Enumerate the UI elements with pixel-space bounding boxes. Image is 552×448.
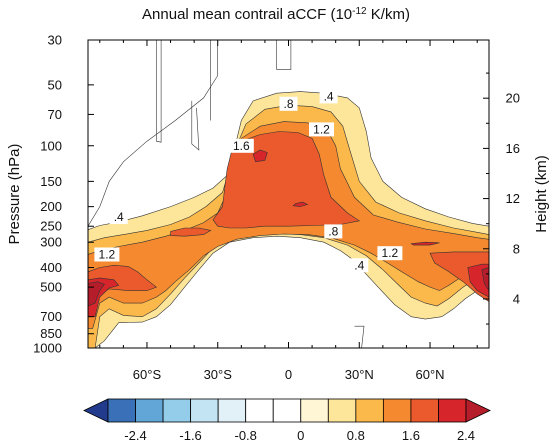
zero-contour-lines (88, 40, 365, 348)
pressure-tick-label: 50 (48, 77, 62, 92)
x-tick-label: 60°S (133, 367, 162, 382)
colorbar-swatch-11 (382, 398, 412, 423)
colorbar-swatch-1 (107, 398, 136, 423)
contour-label-2: 1.6 (233, 139, 250, 153)
contour-region-12 (88, 281, 105, 307)
x-tick-label: 60°N (416, 367, 445, 382)
pressure-tick-label: 400 (40, 260, 62, 275)
pressure-tick-label: 1000 (33, 341, 62, 356)
contour-label-1: 1.2 (99, 248, 116, 262)
colorbar-label: -0.8 (234, 428, 256, 443)
colorbar-swatch-10 (355, 398, 384, 423)
zero-contour-line-2 (276, 40, 292, 70)
x-axis: 60°S 30°S 0 30°N 60°N (99, 40, 478, 382)
pressure-tick-label: 500 (40, 280, 62, 295)
zero-contour-line-5 (354, 325, 365, 348)
zero-contour-line-1 (156, 40, 162, 143)
pressure-tick-label: 850 (40, 326, 62, 341)
contour-region-6 (429, 251, 489, 303)
pressure-tick-label: 30 (48, 33, 62, 48)
colorbar: -2.4 -1.6 -0.8 0 0.8 1.6 2.4 (83, 398, 491, 443)
colorbar-swatch-7 (272, 398, 302, 423)
pressure-tick-label: 300 (40, 235, 62, 250)
height-tick-label: 20 (506, 91, 520, 106)
x-tick-label: 30°N (345, 367, 374, 382)
colorbar-label: -1.6 (179, 428, 201, 443)
colorbar-label: -2.4 (124, 428, 146, 443)
zero-contour-line-4 (191, 100, 200, 151)
colorbar-label: 0.8 (347, 428, 365, 443)
colorbar-swatch-4 (190, 398, 219, 423)
x-tick-label: 30°S (204, 367, 233, 382)
height-tick-label: 16 (506, 141, 520, 156)
colorbar-label: 0 (297, 428, 304, 443)
y-axis-right-title: Height (km) (533, 155, 550, 233)
colorbar-arrow-low (83, 398, 109, 423)
pressure-tick-label: 200 (40, 199, 62, 214)
contour-label-7: 1.2 (382, 246, 399, 260)
colorbar-swatch-3 (162, 398, 192, 423)
contour-region-3 (212, 131, 361, 229)
height-tick-label: 8 (513, 241, 520, 256)
contour-region-13 (481, 267, 489, 292)
colorbar-swatch-8 (300, 398, 329, 423)
y-axis-title: Pressure (hPa) (6, 144, 23, 245)
pressure-tick-label: 100 (40, 138, 62, 153)
contour-label-6: .8 (328, 224, 338, 238)
height-axis: 4 8 12 16 20 (483, 72, 520, 325)
chart-title: Annual mean contrail aCCF (10-12 K/km) (142, 6, 410, 24)
contour-label-box-2 (228, 138, 254, 153)
colorbar-swatch-13 (438, 398, 467, 423)
pressure-tick-label: 150 (40, 174, 62, 189)
contour-label-box-3 (279, 96, 298, 111)
contour-label-box-6 (324, 224, 343, 239)
contour-line-labels: .4 1.2 1.6 .8 .4 1.2 .8 1.2 .4 (94, 89, 403, 273)
colorbar-swatch-6 (245, 398, 274, 423)
pressure-tick-label: 250 (40, 219, 62, 234)
colorbar-swatch-2 (135, 398, 164, 423)
colorbar-swatch-12 (410, 398, 439, 423)
colorbar-swatch-5 (217, 398, 247, 423)
contour-region-9 (252, 149, 268, 163)
colorbar-arrow-high (465, 398, 491, 423)
contour-label-box-4 (319, 89, 338, 104)
contour-label-box-0 (109, 210, 128, 224)
pressure-tick-label: 700 (40, 309, 62, 324)
contour-region-10 (292, 201, 309, 207)
contour-label-5: 1.2 (313, 122, 330, 136)
contour-label-4: .4 (324, 89, 334, 103)
height-tick-label: 4 (513, 291, 520, 306)
contour-fills (88, 91, 489, 348)
contour-label-box-5 (309, 122, 334, 137)
height-tick-label: 12 (506, 191, 520, 206)
pressure-tick-label: 70 (48, 107, 62, 122)
zero-contour-line-0 (88, 40, 218, 227)
contour-label-3: .8 (283, 97, 293, 111)
colorbar-label: 2.4 (457, 428, 475, 443)
contour-label-0: .4 (114, 210, 124, 224)
contour-label-box-1 (94, 247, 120, 262)
colorbar-label: 1.6 (402, 428, 420, 443)
contour-region-4 (170, 227, 212, 237)
contour-label-box-7 (377, 246, 403, 261)
contour-region-11 (410, 241, 440, 246)
contour-label-8: .4 (354, 258, 364, 272)
colorbar-swatch-9 (327, 398, 357, 423)
x-tick-label: 0 (285, 367, 292, 382)
contour-label-box-8 (350, 258, 369, 273)
